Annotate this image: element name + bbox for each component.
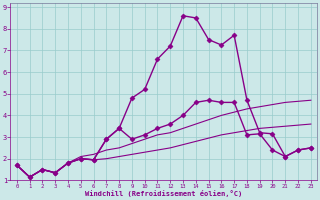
X-axis label: Windchill (Refroidissement éolien,°C): Windchill (Refroidissement éolien,°C) [85,190,243,197]
